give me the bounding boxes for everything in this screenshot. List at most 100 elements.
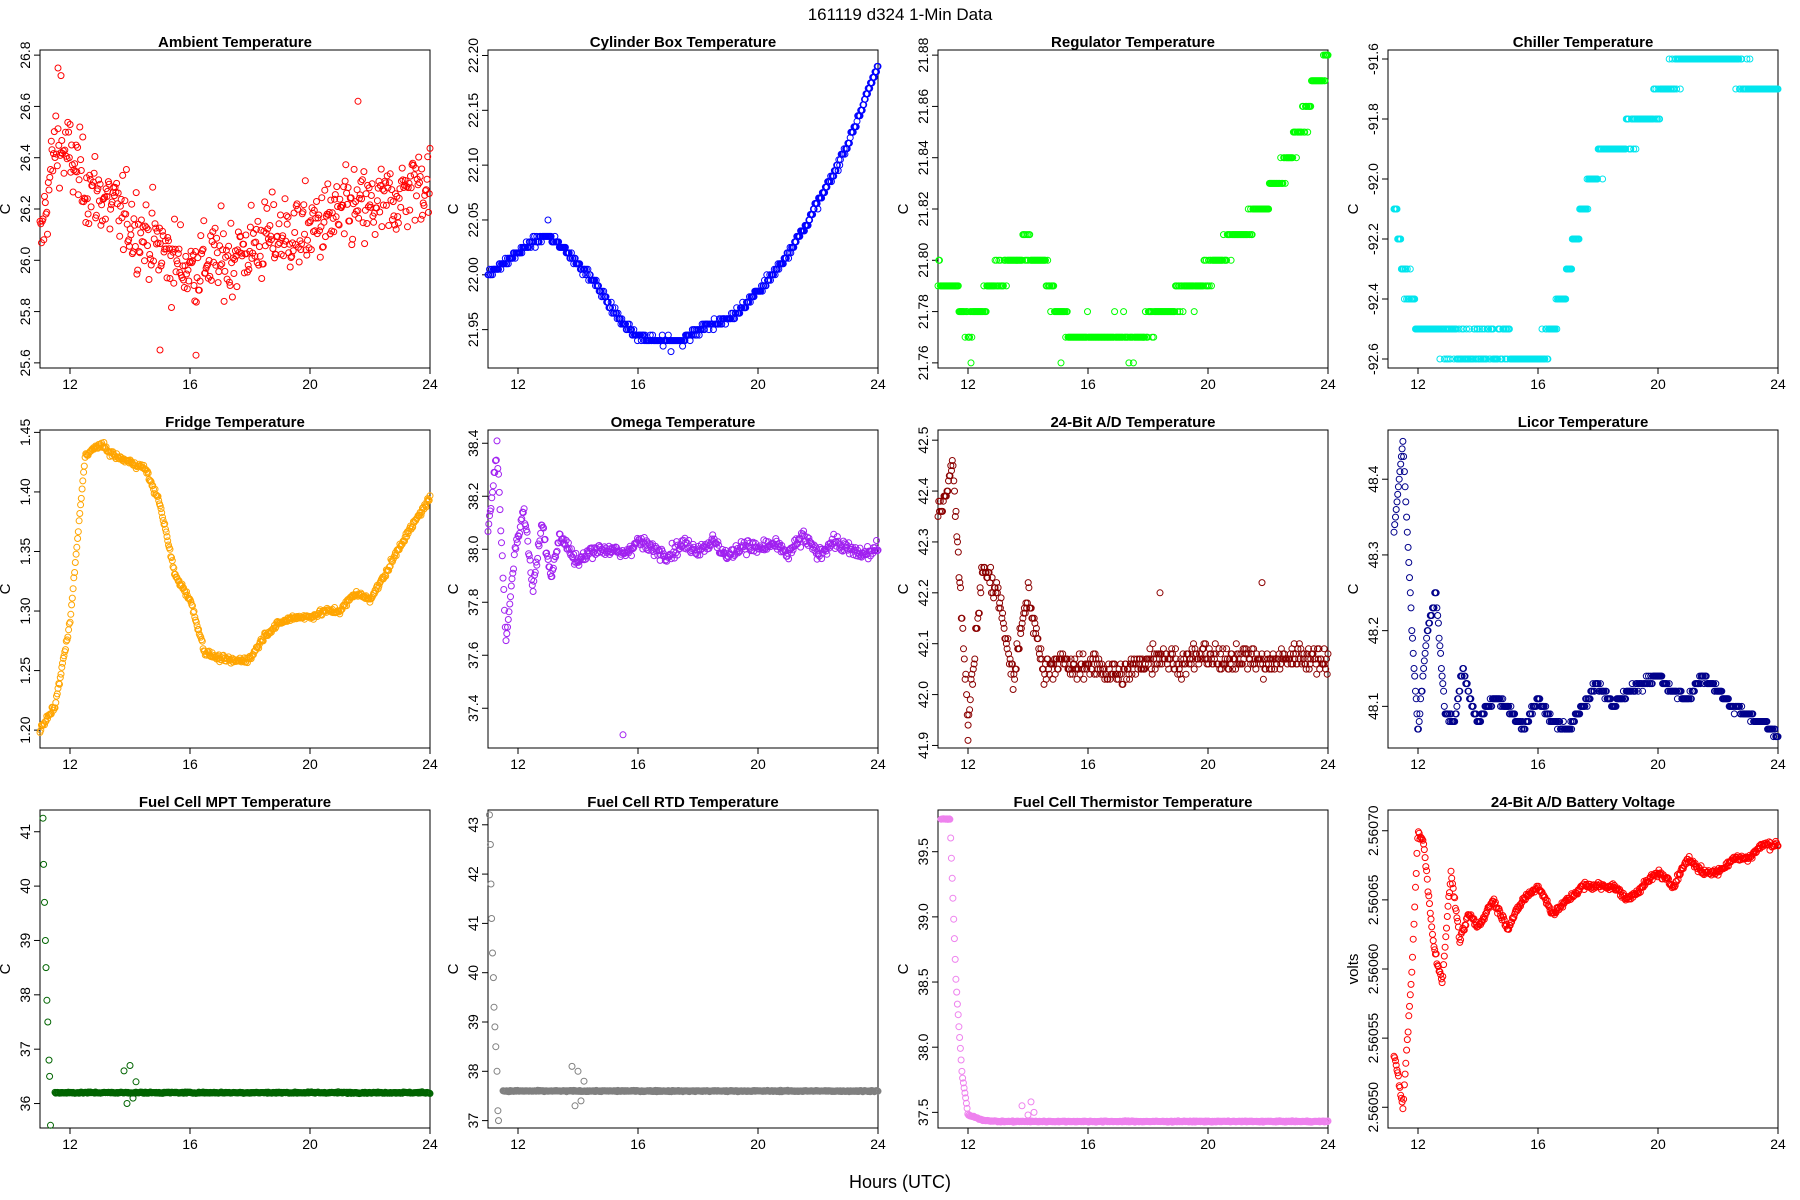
data-point: [259, 260, 267, 268]
y-tick-label: 37: [17, 1041, 33, 1057]
data-point: [97, 221, 105, 229]
data-point: [299, 208, 307, 216]
data-point: [268, 188, 276, 196]
y-tick-label: -92.2: [1365, 223, 1381, 255]
data-point: [182, 252, 190, 260]
x-tick-label: 24: [1770, 376, 1786, 392]
data-point: [336, 195, 344, 203]
data-points: [934, 457, 1332, 744]
y-tick-label: 1.25: [17, 657, 33, 684]
data-point: [1474, 325, 1482, 333]
data-point: [415, 153, 423, 161]
data-point: [303, 251, 311, 259]
data-point: [1394, 490, 1402, 498]
data-point: [217, 202, 225, 210]
data-point: [168, 304, 175, 311]
data-point: [1149, 640, 1157, 648]
data-point: [361, 240, 369, 248]
data-point: [1307, 102, 1315, 110]
data-point: [283, 220, 291, 228]
data-point: [951, 487, 958, 495]
data-point: [1584, 205, 1592, 213]
y-tick-label: 42.3: [915, 528, 931, 555]
data-point: [348, 241, 356, 249]
data-point: [175, 245, 183, 253]
data-point: [1568, 265, 1576, 273]
data-point: [1399, 437, 1407, 445]
data-point: [237, 232, 245, 240]
data-point: [228, 293, 236, 301]
data-point: [349, 200, 357, 208]
data-point: [246, 223, 254, 231]
y-tick-label: 22.10: [465, 147, 481, 182]
data-point: [123, 1100, 131, 1107]
data-point: [207, 276, 215, 284]
data-point: [358, 176, 366, 184]
x-tick-label: 16: [1530, 756, 1546, 772]
data-point: [183, 270, 190, 278]
data-point: [968, 333, 976, 341]
y-tick-label: 25.6: [17, 349, 33, 376]
data-point: [242, 231, 250, 239]
data-point: [410, 171, 418, 179]
data-point: [814, 205, 822, 213]
y-tick-label: 38.2: [465, 482, 481, 509]
data-point: [503, 630, 511, 638]
data-points: [934, 51, 1332, 367]
data-point: [360, 168, 368, 176]
data-point: [1630, 145, 1638, 153]
data-point: [1435, 634, 1443, 642]
data-point: [1057, 359, 1065, 367]
data-point: [993, 256, 1001, 264]
data-point: [1403, 265, 1411, 273]
y-tick-label: 22.00: [465, 257, 481, 292]
y-tick-label: -92.6: [1365, 343, 1381, 375]
data-point: [1182, 670, 1190, 678]
data-point: [144, 242, 151, 250]
data-point: [130, 215, 138, 223]
data-point: [72, 550, 80, 558]
data-point: [164, 234, 172, 241]
data-point: [1120, 308, 1128, 316]
data-point: [187, 247, 195, 255]
data-point: [92, 211, 100, 219]
data-point: [1455, 325, 1463, 333]
data-point: [49, 167, 57, 175]
data-point: [148, 209, 156, 217]
data-point: [1259, 675, 1267, 683]
data-point: [257, 226, 265, 234]
data-point: [1223, 645, 1231, 653]
data-point: [74, 528, 82, 536]
data-point: [419, 211, 426, 219]
data-point: [416, 173, 424, 180]
data-point: [960, 655, 968, 663]
data-point: [344, 184, 352, 192]
data-point: [1403, 528, 1411, 536]
data-point: [136, 249, 144, 257]
data-point: [216, 261, 224, 269]
data-point: [1321, 51, 1329, 59]
y-axis-label: C: [0, 583, 14, 594]
data-point: [313, 198, 320, 205]
data-point: [289, 247, 297, 255]
data-point: [267, 236, 275, 244]
data-point: [327, 196, 335, 204]
data-point: [75, 517, 83, 525]
data-point: [151, 220, 159, 228]
x-tick-label: 16: [1080, 756, 1096, 772]
data-point: [197, 232, 205, 240]
y-tick-label: 26.8: [17, 41, 33, 68]
data-point: [137, 229, 145, 237]
panel-title: Fuel Cell RTD Temperature: [587, 794, 778, 811]
data-point: [1673, 85, 1681, 93]
y-tick-label: 42.2: [915, 579, 931, 606]
data-point: [210, 241, 218, 249]
y-tick-label: 26.4: [17, 144, 33, 171]
data-point: [413, 192, 420, 200]
data-point: [325, 208, 333, 216]
data-point: [1562, 295, 1570, 303]
plot-frame: [39, 429, 431, 749]
data-point: [1279, 179, 1287, 187]
